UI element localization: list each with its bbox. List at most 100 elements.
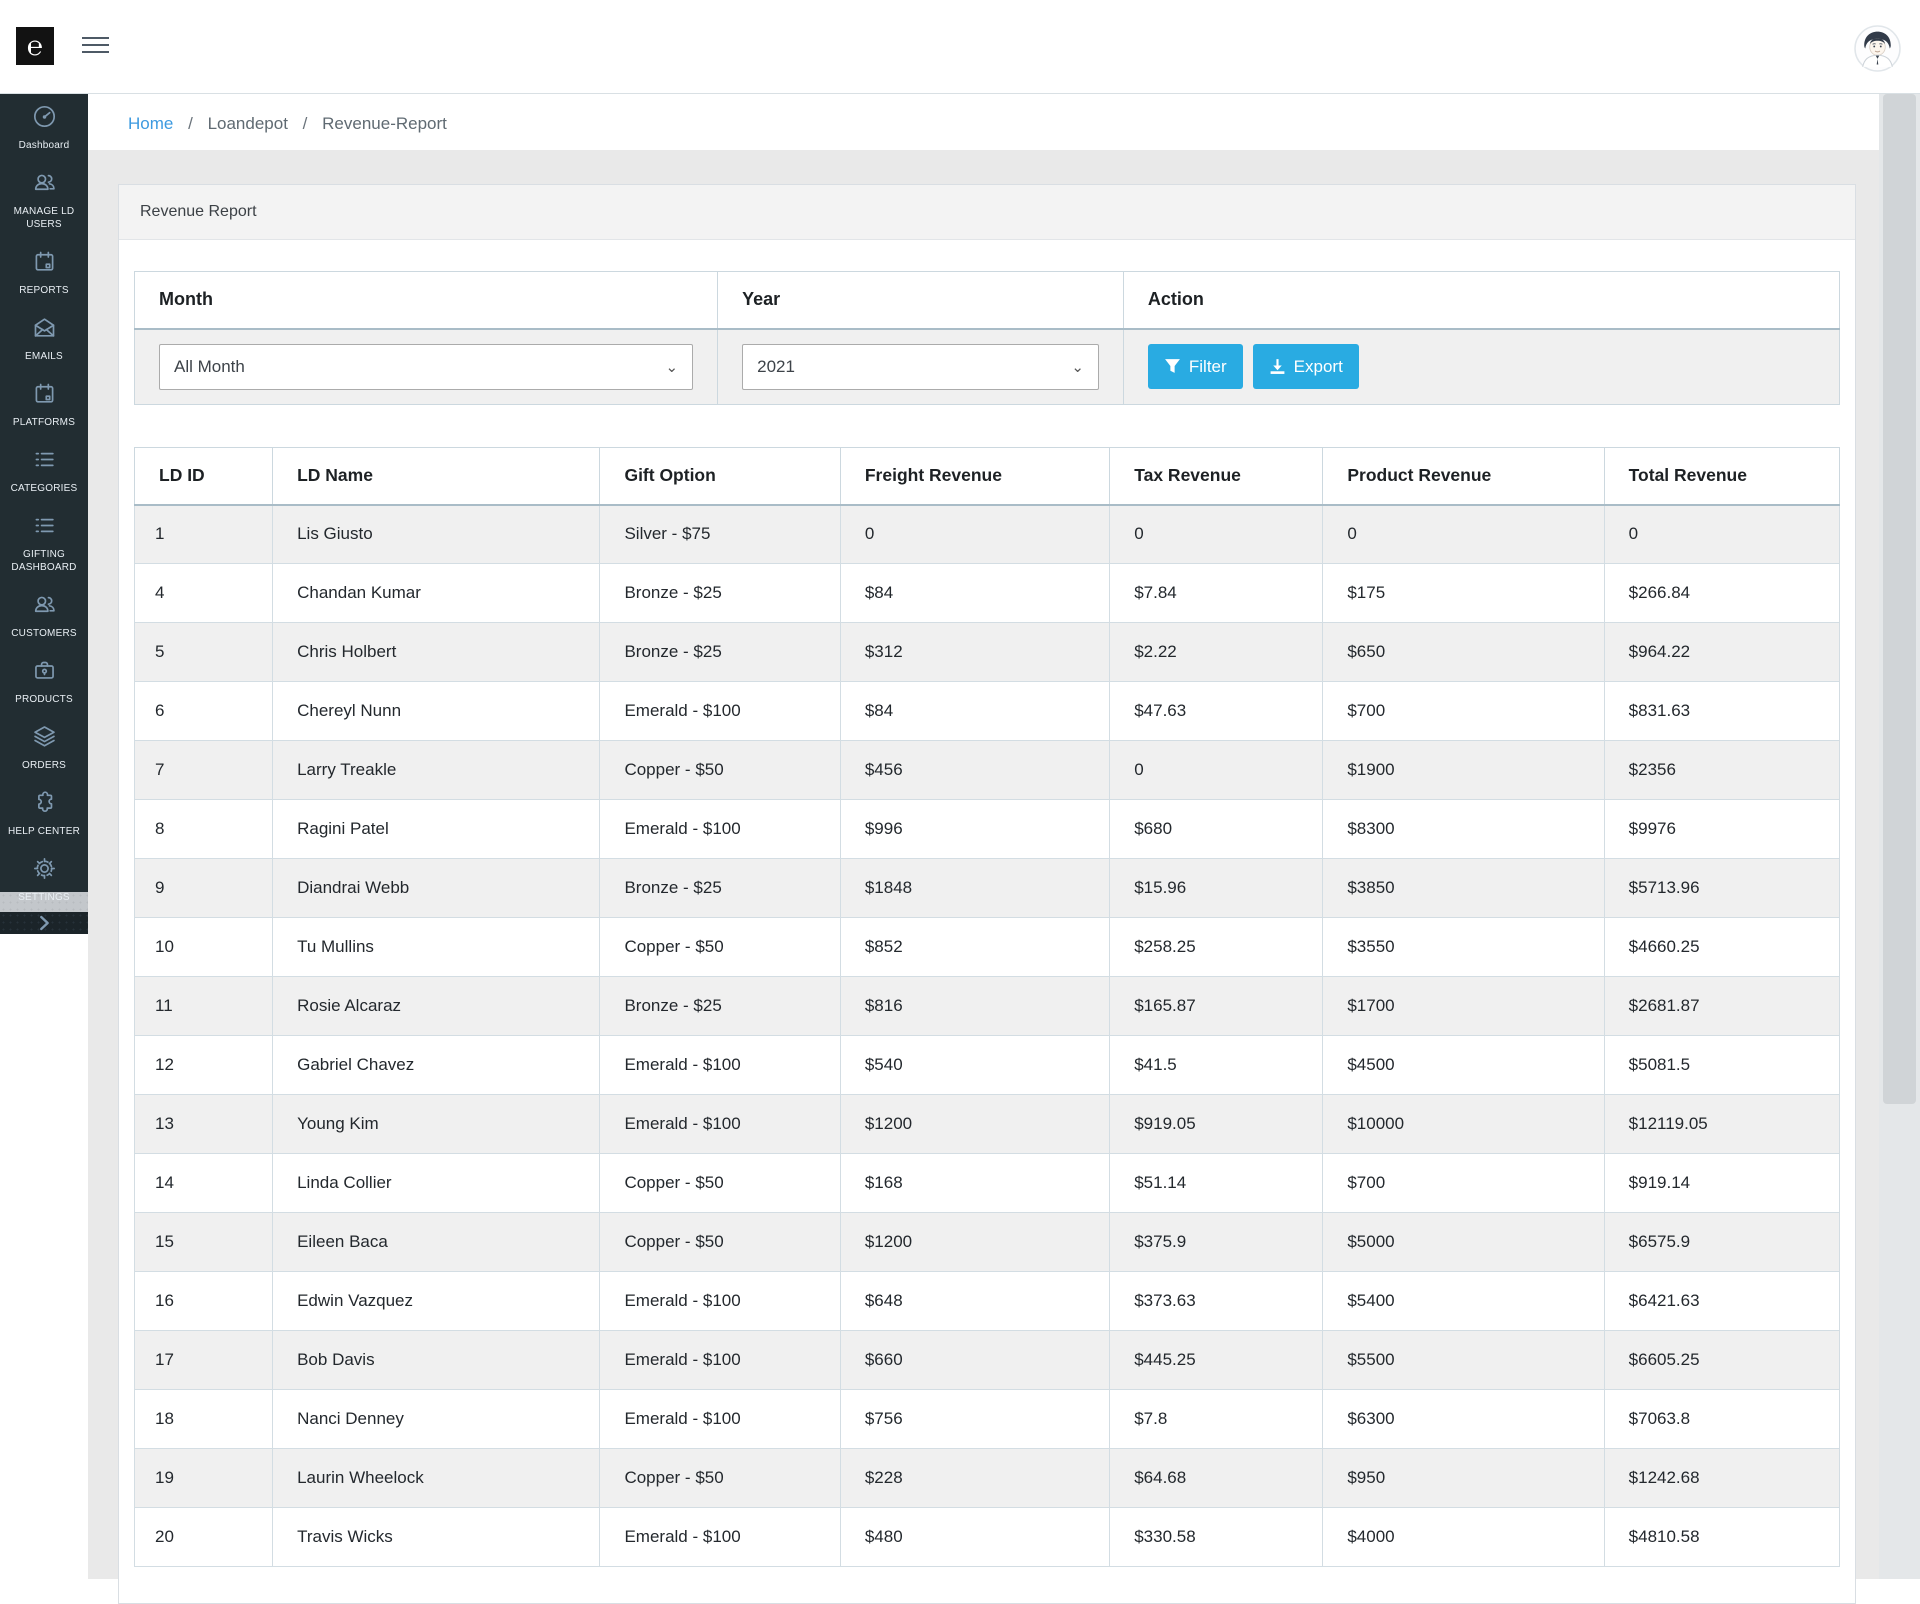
sidebar-item-label: HELP CENTER — [7, 826, 81, 837]
table-cell: $2.22 — [1109, 622, 1324, 682]
table-cell: $5400 — [1322, 1271, 1605, 1331]
sidebar-bottom-strip — [0, 892, 88, 913]
table-cell: $375.9 — [1109, 1212, 1324, 1272]
month-select[interactable]: All Month ⌄ — [159, 343, 694, 390]
table-cell: Eileen Baca — [272, 1212, 601, 1272]
page-scrollbar[interactable] — [1879, 94, 1920, 1579]
table-cell: $1900 — [1322, 740, 1605, 800]
sidebar-item-label: REPORTS — [19, 285, 69, 296]
table-cell: $10000 — [1322, 1094, 1605, 1154]
table-row: 15 Eileen Baca Copper - $50 $1200 $375.9 $500… — [133, 1212, 1841, 1272]
table-cell: $12119.05 — [1603, 1094, 1841, 1154]
table-row: 11 Rosie Alcaraz Bronze - $25 $816 $165.87 $1… — [133, 976, 1841, 1036]
table-cell: $996 — [839, 799, 1111, 859]
table-cell: Copper - $50 — [599, 1153, 841, 1213]
table-cell: Emerald - $100 — [599, 1035, 841, 1095]
sidebar-item-platforms[interactable]: PLATFORMS — [0, 371, 88, 437]
sidebar-item-manage-ld-users[interactable]: MANAGE LD USERS — [0, 160, 88, 239]
table-cell: Linda Collier — [272, 1153, 601, 1213]
table-cell: $950 — [1322, 1448, 1605, 1508]
export-button[interactable]: Export — [1252, 344, 1359, 390]
revenue-report-card: Revenue Report Month Year Action All Mon… — [118, 184, 1856, 1604]
month-select-value: All Month — [174, 356, 245, 376]
sidebar-item-help-center[interactable]: HELP CENTER — [0, 780, 88, 846]
month-column-header: Month — [133, 271, 719, 329]
sidebar-nav: Dashboard MANAGE LD USERS REPORTS EMAILS… — [0, 94, 88, 934]
table-cell: 8 — [133, 799, 274, 859]
sidebar-item-label: PLATFORMS — [12, 417, 76, 428]
chevron-down-icon: ⌄ — [665, 358, 679, 376]
table-cell: Bronze - $25 — [599, 976, 841, 1036]
sidebar-item-orders[interactable]: ORDERS — [0, 714, 88, 780]
sidebar-item-label: Dashboard — [18, 140, 70, 151]
sidebar-item-dashboard[interactable]: Dashboard — [0, 94, 88, 160]
table-cell: $1200 — [839, 1094, 1111, 1154]
app-logo[interactable]: ℮ — [16, 27, 54, 65]
table-row: 12 Gabriel Chavez Emerald - $100 $540 $41.5 $… — [133, 1035, 1841, 1095]
table-body: 1 Lis Giusto Silver - $75 0 0 0 0 4 Chandan Kuma… — [133, 504, 1841, 1567]
table-cell: $312 — [839, 622, 1111, 682]
table-cell: $6605.25 — [1603, 1330, 1841, 1390]
breadcrumb: Home / Loandepot / Revenue-Report — [128, 114, 447, 134]
sidebar-item-label: CATEGORIES — [10, 483, 78, 494]
sidebar-item-label: ORDERS — [22, 760, 66, 771]
sidebar-collapse-toggle[interactable] — [0, 912, 88, 934]
table-cell: $1700 — [1322, 976, 1605, 1036]
envelope-open-icon — [31, 314, 58, 346]
table-row: 14 Linda Collier Copper - $50 $168 $51.14 $70… — [133, 1153, 1841, 1213]
table-cell: $6300 — [1322, 1389, 1605, 1449]
sidebar-item-emails[interactable]: EMAILS — [0, 305, 88, 371]
table-cell: $648 — [839, 1271, 1111, 1331]
table-cell: Silver - $75 — [599, 504, 841, 564]
breadcrumb-current-page: Revenue-Report — [322, 114, 447, 133]
table-cell: $8300 — [1322, 799, 1605, 859]
user-avatar[interactable] — [1854, 25, 1901, 72]
funnel-icon — [1164, 359, 1180, 374]
sidebar-item-customers[interactable]: CUSTOMERS — [0, 582, 88, 648]
year-select[interactable]: 2021 ⌄ — [742, 343, 1099, 390]
table-cell: $700 — [1322, 681, 1605, 741]
top-header-bar: ℮ — [0, 0, 1920, 94]
sidebar-item-reports[interactable]: REPORTS — [0, 239, 88, 305]
sidebar-item-settings[interactable]: SETTINGS — [0, 846, 88, 912]
table-cell: $756 — [839, 1389, 1111, 1449]
table-cell: 10 — [133, 917, 274, 977]
sidebar-item-categories[interactable]: CATEGORIES — [0, 437, 88, 503]
table-cell: Copper - $50 — [599, 1212, 841, 1272]
table-cell: 14 — [133, 1153, 274, 1213]
table-cell: 0 — [1322, 504, 1605, 564]
card-header: Revenue Report — [119, 185, 1855, 240]
sidebar-item-products[interactable]: PRODUCTS — [0, 648, 88, 714]
export-button-label: Export — [1293, 356, 1343, 376]
table-cell: $5500 — [1322, 1330, 1605, 1390]
table-cell: $964.22 — [1603, 622, 1841, 682]
filter-button[interactable]: Filter — [1147, 344, 1243, 390]
table-column-header: Freight Revenue — [839, 447, 1111, 506]
sidebar-item-gifting-dashboard[interactable]: GIFTING DASHBOARD — [0, 503, 88, 582]
speedometer-icon — [31, 103, 58, 135]
table-cell: $7.8 — [1109, 1389, 1324, 1449]
table-cell: Ragini Patel — [272, 799, 601, 859]
table-cell: $919.14 — [1603, 1153, 1841, 1213]
scrollbar-thumb[interactable] — [1883, 94, 1916, 1104]
table-cell: $228 — [839, 1448, 1111, 1508]
table-row: 16 Edwin Vazquez Emerald - $100 $648 $373.63… — [133, 1271, 1841, 1331]
breadcrumb-home-link[interactable]: Home — [128, 114, 174, 133]
revenue-table: LD ID LD Name Gift Option Freight Revenue Ta… — [133, 447, 1841, 1567]
table-cell: 16 — [133, 1271, 274, 1331]
table-cell: Chandan Kumar — [272, 563, 601, 623]
table-column-header: LD ID — [133, 447, 274, 506]
year-select-value: 2021 — [757, 356, 795, 376]
avatar-illustration — [1854, 25, 1901, 72]
table-cell: $456 — [839, 740, 1111, 800]
table-cell: $168 — [839, 1153, 1111, 1213]
table-row: 4 Chandan Kumar Bronze - $25 $84 $7.84 $175 $2… — [133, 563, 1841, 623]
filter-panel: Month Year Action All Month ⌄ 2021 — [133, 271, 1841, 405]
table-cell: $41.5 — [1109, 1035, 1324, 1095]
table-cell: Emerald - $100 — [599, 1389, 841, 1449]
puzzle-icon — [31, 789, 58, 821]
table-cell: $165.87 — [1109, 976, 1324, 1036]
table-cell: Bronze - $25 — [599, 858, 841, 918]
table-row: 6 Chereyl Nunn Emerald - $100 $84 $47.63 $700… — [133, 681, 1841, 741]
hamburger-menu-icon[interactable] — [82, 37, 109, 57]
